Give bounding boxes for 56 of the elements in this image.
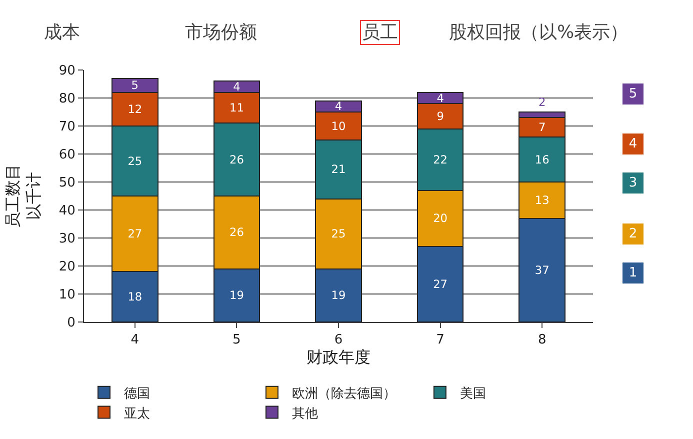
text: 4 <box>628 136 638 152</box>
legend-label: 德国 <box>124 386 150 402</box>
data-label: 25 <box>331 226 346 241</box>
x-tick-label: 6 <box>334 332 343 348</box>
y-tick-label: 0 <box>67 316 76 331</box>
y-tick-label: 70 <box>58 120 76 135</box>
text: 市场份额 <box>185 22 257 43</box>
data-label: 5 <box>131 78 139 92</box>
data-label: 19 <box>229 288 244 302</box>
y-tick-label: 40 <box>58 204 76 219</box>
data-label: 4 <box>334 99 342 114</box>
x-tick-label: 4 <box>130 332 140 348</box>
y-axis-title: 员工数目以千计 <box>2 164 43 228</box>
y-tick-label: 60 <box>58 148 76 163</box>
data-label: 16 <box>534 152 550 166</box>
data-label: 9 <box>436 108 444 123</box>
text: 员工 <box>362 22 398 43</box>
x-tick-label: 8 <box>538 332 546 348</box>
legend-label: 亚太 <box>124 406 150 422</box>
y-tick-label: 80 <box>58 92 76 107</box>
data-label: 20 <box>433 211 448 226</box>
y-tick-label: 10 <box>58 288 76 303</box>
text: 5 <box>628 86 638 102</box>
legend-label: 其他 <box>292 406 318 422</box>
data-label: 12 <box>128 102 142 116</box>
y-tick-label: 50 <box>58 176 76 191</box>
data-label: 25 <box>128 154 142 168</box>
data-label: 11 <box>229 100 244 115</box>
data-label: 4 <box>233 80 240 94</box>
data-label: 7 <box>538 120 546 134</box>
data-label: 13 <box>534 192 550 207</box>
text: 股权回报（以%表示） <box>449 22 628 43</box>
text: 2 <box>628 226 638 242</box>
data-label: 22 <box>433 152 448 166</box>
data-label: 37 <box>534 262 550 277</box>
y-tick-label: 90 <box>58 64 76 79</box>
data-label: 19 <box>331 288 346 302</box>
data-label: 21 <box>331 162 346 176</box>
text: 1 <box>628 266 638 280</box>
data-label: 27 <box>433 276 448 291</box>
y-tick-label: 30 <box>58 232 76 247</box>
data-label: 10 <box>331 118 346 133</box>
text: 成本 <box>44 22 80 43</box>
y-tick-label: 20 <box>58 260 76 275</box>
x-tick-label: 7 <box>436 332 444 348</box>
data-label: 26 <box>229 152 244 166</box>
x-axis-title: 财政年度 <box>306 348 370 367</box>
data-label: 27 <box>128 226 142 241</box>
data-label: 18 <box>128 290 142 304</box>
legend-label: 欧洲（除去德国） <box>292 386 396 402</box>
data-label: 4 <box>436 90 444 105</box>
text: 3 <box>628 176 638 190</box>
data-label: 26 <box>229 225 244 240</box>
x-tick-label: 5 <box>232 332 241 348</box>
data-label: 2 <box>538 94 546 109</box>
legend-label: 美国 <box>460 385 486 402</box>
